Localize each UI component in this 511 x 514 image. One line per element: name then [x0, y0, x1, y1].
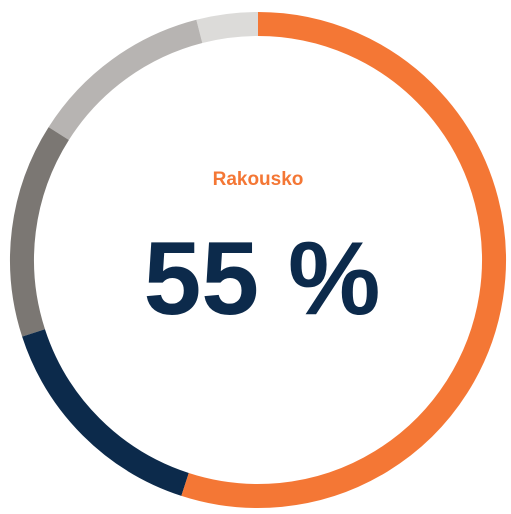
- donut-segment: [48, 19, 203, 141]
- donut-segment: [10, 127, 69, 337]
- donut-segment: [196, 12, 259, 44]
- center-category: Rakousko: [213, 169, 304, 190]
- donut-segment: [22, 329, 189, 496]
- donut-segment: [181, 12, 506, 508]
- center-value: 55 %: [143, 221, 380, 337]
